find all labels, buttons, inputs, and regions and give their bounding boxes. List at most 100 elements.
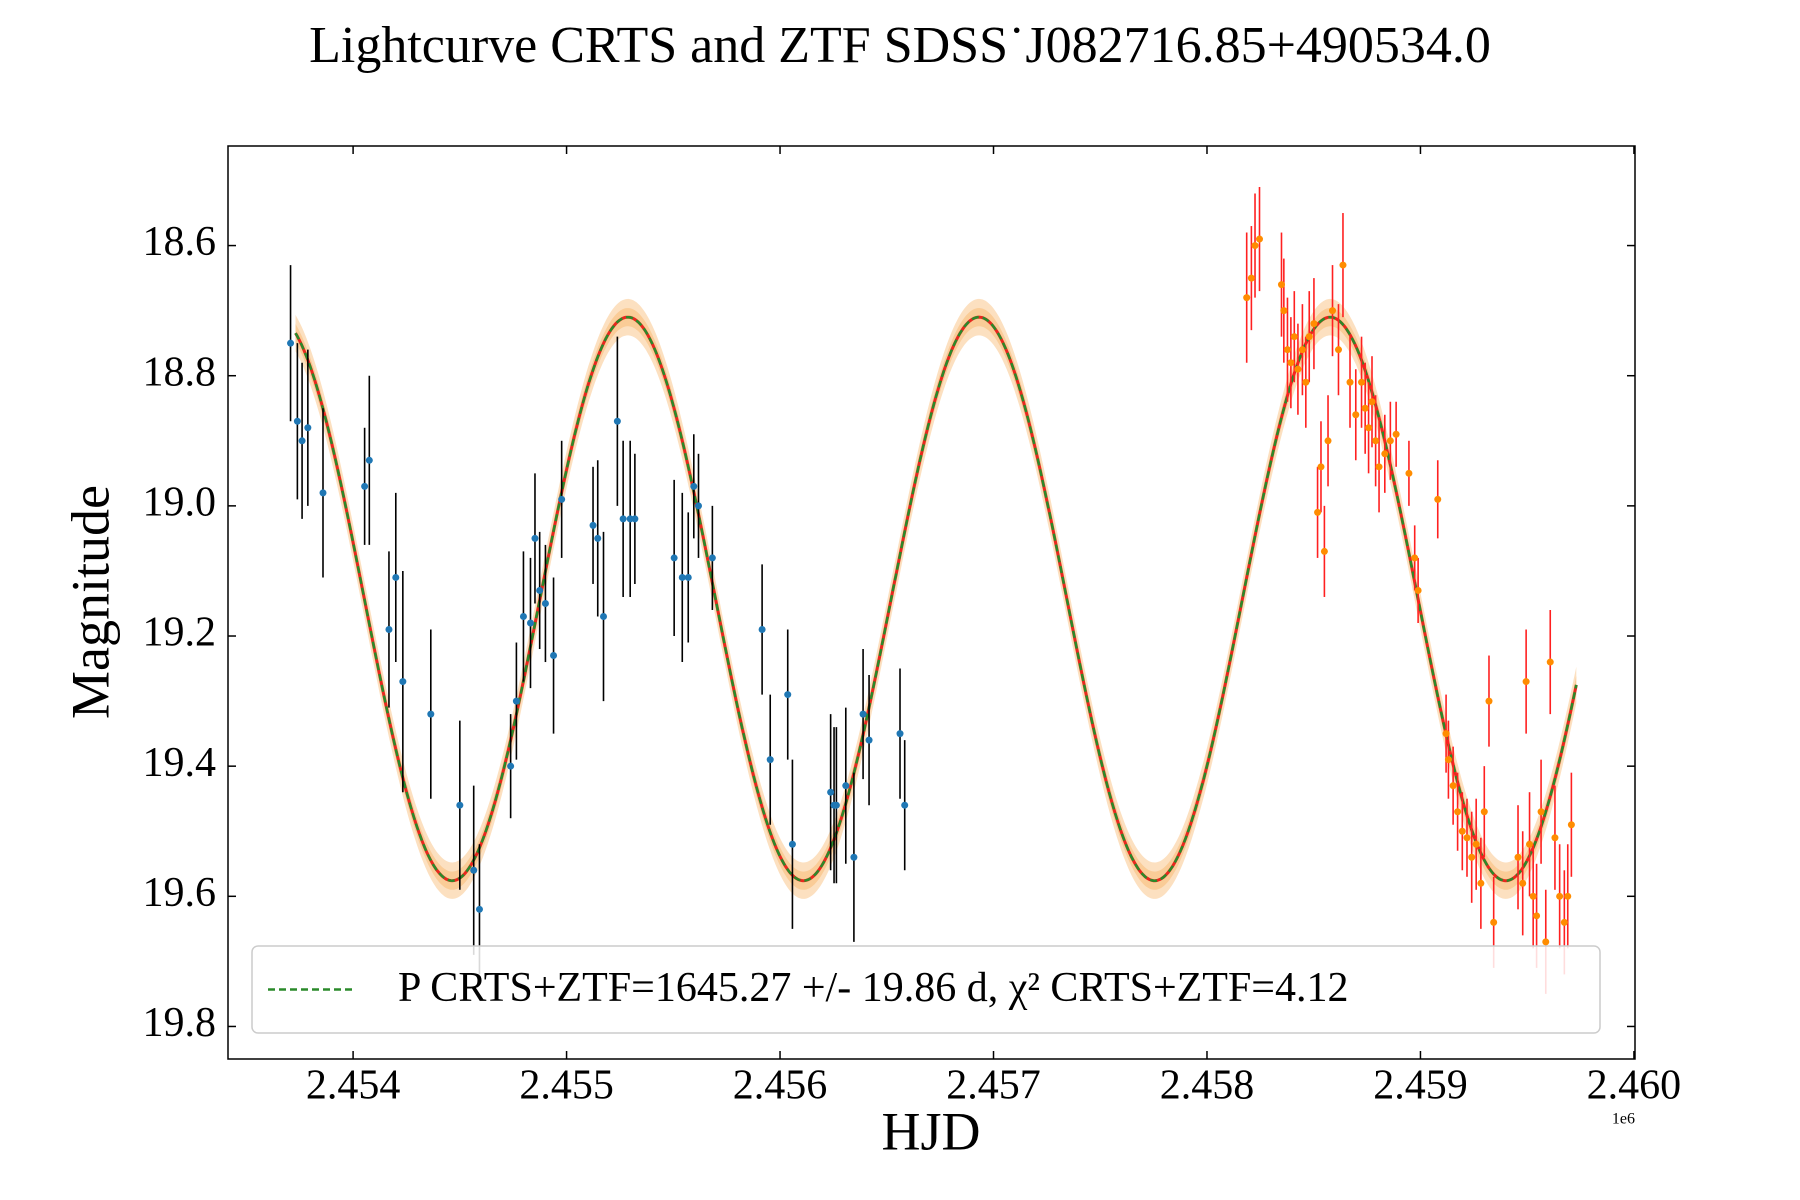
data-point — [619, 515, 627, 523]
data-point — [1320, 547, 1328, 555]
data-point — [541, 599, 549, 607]
data-point — [1381, 450, 1389, 458]
data-point — [1567, 821, 1575, 829]
data-point — [1444, 756, 1452, 764]
data-point — [678, 573, 686, 581]
data-point — [361, 482, 369, 490]
data-point — [1454, 808, 1462, 816]
data-point — [758, 626, 766, 634]
x-offset-label: 1e6 — [1612, 1111, 1635, 1128]
data-point — [392, 573, 400, 581]
x-tick-label: 2.455 — [519, 1063, 614, 1109]
data-point — [1463, 834, 1471, 842]
data-point — [896, 730, 904, 738]
data-point — [901, 801, 909, 809]
data-point — [1533, 912, 1541, 920]
data-point — [631, 515, 639, 523]
data-point — [1477, 879, 1485, 887]
data-point — [1334, 346, 1342, 354]
fit-line — [294, 315, 1578, 882]
data-point — [1361, 404, 1369, 412]
data-point — [1490, 918, 1498, 926]
data-point — [1442, 730, 1450, 738]
data-point — [850, 853, 858, 861]
data-point — [1472, 840, 1480, 848]
data-point — [684, 573, 692, 581]
data-point — [1480, 808, 1488, 816]
data-point — [1372, 437, 1380, 445]
data-point — [1537, 808, 1545, 816]
data-point — [1449, 782, 1457, 790]
data-point — [470, 866, 478, 874]
data-point — [1414, 586, 1422, 594]
data-point — [784, 691, 792, 699]
x-tick-label: 2.456 — [733, 1063, 828, 1109]
data-point — [859, 710, 867, 718]
data-point — [512, 697, 520, 705]
data-point — [475, 905, 483, 913]
data-point — [1546, 658, 1554, 666]
data-point — [1317, 463, 1325, 471]
data-point — [399, 678, 407, 686]
data-point — [694, 502, 702, 510]
data-point — [1514, 853, 1522, 861]
x-tick-label: 2.454 — [306, 1063, 401, 1109]
data-point — [550, 652, 558, 660]
data-point — [456, 801, 464, 809]
data-point — [1243, 294, 1251, 302]
data-point — [536, 586, 544, 594]
fit-line-under — [294, 315, 1578, 883]
y-tick-label: 19.8 — [143, 1000, 217, 1046]
x-tick-label: 2.457 — [946, 1063, 1041, 1109]
data-point — [1551, 834, 1559, 842]
data-point — [1564, 892, 1572, 900]
data-point — [1405, 469, 1413, 477]
data-point — [1280, 307, 1288, 315]
data-point — [385, 626, 393, 634]
data-point — [1560, 918, 1568, 926]
legend-box — [251, 945, 1601, 1034]
data-point — [1256, 235, 1264, 243]
plot-area — [287, 186, 1578, 994]
data-point — [1522, 678, 1530, 686]
data-point — [1468, 853, 1476, 861]
data-point — [526, 619, 534, 627]
data-point — [1375, 463, 1383, 471]
data-point — [1434, 495, 1442, 503]
data-point — [1526, 840, 1534, 848]
data-point — [589, 521, 597, 529]
data-point — [865, 736, 873, 744]
data-point — [1251, 242, 1259, 250]
data-point — [708, 554, 716, 562]
data-point — [1324, 437, 1332, 445]
data-point — [1352, 411, 1360, 419]
data-point — [1358, 378, 1366, 386]
data-point — [1283, 346, 1291, 354]
y-tick-label: 19.6 — [143, 870, 217, 916]
x-axis-label: HJD — [881, 1101, 980, 1161]
data-point — [766, 756, 774, 764]
data-point — [1368, 398, 1376, 406]
data-point — [1314, 508, 1322, 516]
data-point — [365, 456, 373, 464]
legend-label: P CRTS+ZTF=1645.27 +/- 19.86 d, χ² CRTS+… — [398, 965, 1349, 1011]
data-point — [319, 489, 327, 497]
data-point — [1519, 879, 1527, 887]
x-tick-label: 2.459 — [1373, 1063, 1468, 1109]
data-point — [1287, 359, 1295, 367]
data-point — [827, 788, 835, 796]
y-axis-label: Magnitude — [60, 485, 120, 719]
data-point — [1411, 554, 1419, 562]
chart-title: Lightcurve CRTS and ZTF SDSS˙J082716.85+… — [309, 17, 1491, 74]
data-point — [842, 782, 850, 790]
data-point — [531, 534, 539, 542]
data-point — [1346, 378, 1354, 386]
y-tick-label: 19.4 — [143, 740, 217, 786]
data-point — [519, 612, 527, 620]
data-point — [690, 482, 698, 490]
data-point — [1294, 365, 1302, 373]
data-point — [599, 612, 607, 620]
y-tick-label: 19.0 — [143, 480, 217, 526]
data-point — [1542, 938, 1550, 946]
